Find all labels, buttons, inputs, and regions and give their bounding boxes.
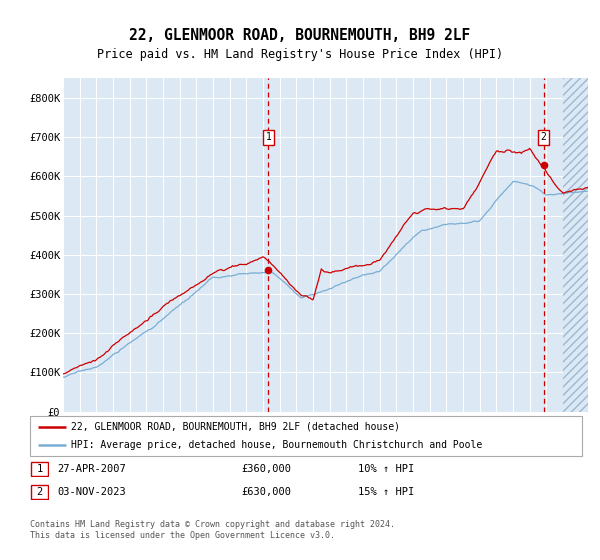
Text: 2: 2 (541, 132, 547, 142)
Text: 10% ↑ HPI: 10% ↑ HPI (358, 464, 414, 474)
Text: 1: 1 (265, 132, 271, 142)
Text: HPI: Average price, detached house, Bournemouth Christchurch and Poole: HPI: Average price, detached house, Bour… (71, 440, 482, 450)
Text: 03-NOV-2023: 03-NOV-2023 (57, 487, 126, 497)
Text: 2: 2 (37, 487, 43, 497)
FancyBboxPatch shape (30, 416, 582, 456)
FancyBboxPatch shape (31, 462, 48, 477)
Bar (563, 78, 600, 412)
FancyBboxPatch shape (31, 484, 48, 499)
Text: Price paid vs. HM Land Registry's House Price Index (HPI): Price paid vs. HM Land Registry's House … (97, 48, 503, 61)
Text: £630,000: £630,000 (242, 487, 292, 497)
Text: 22, GLENMOOR ROAD, BOURNEMOUTH, BH9 2LF (detached house): 22, GLENMOOR ROAD, BOURNEMOUTH, BH9 2LF … (71, 422, 400, 432)
Text: 22, GLENMOOR ROAD, BOURNEMOUTH, BH9 2LF: 22, GLENMOOR ROAD, BOURNEMOUTH, BH9 2LF (130, 29, 470, 43)
Text: 27-APR-2007: 27-APR-2007 (57, 464, 126, 474)
Text: Contains HM Land Registry data © Crown copyright and database right 2024.
This d: Contains HM Land Registry data © Crown c… (30, 520, 395, 540)
Text: £360,000: £360,000 (242, 464, 292, 474)
Text: 1: 1 (37, 464, 43, 474)
Text: 15% ↑ HPI: 15% ↑ HPI (358, 487, 414, 497)
